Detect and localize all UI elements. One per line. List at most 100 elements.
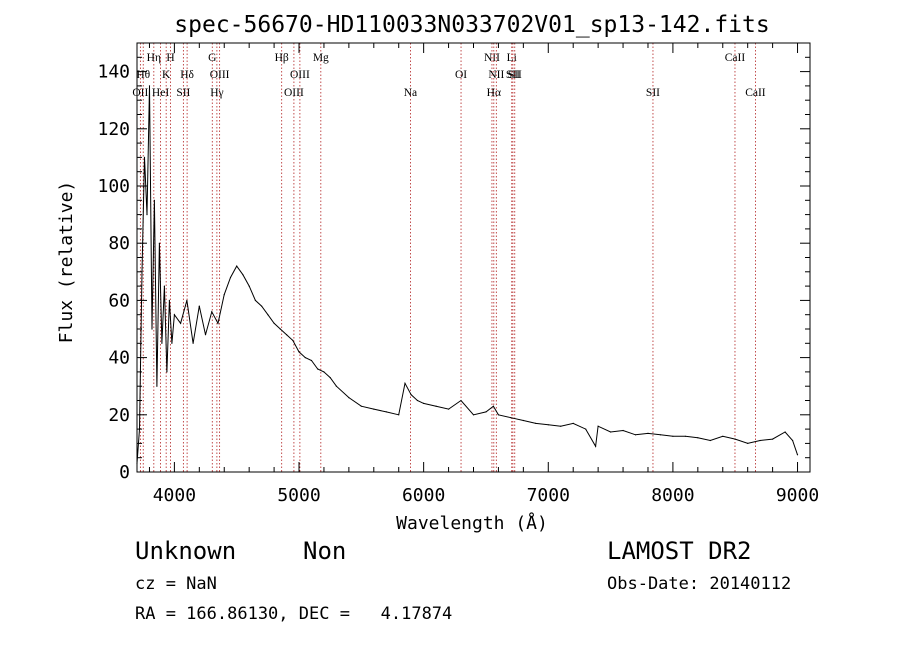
spectrum-point [335,385,337,387]
spectral-line-label: OIII [284,87,304,99]
y-tick-label: 80 [108,233,130,254]
spectrum-point [279,328,281,330]
spectrum-point [204,334,207,336]
spectrum-point [158,242,160,244]
spectrum-point [423,402,425,404]
spectrum-point [163,285,165,287]
spectrum-point [784,431,786,433]
spectrum-point [485,411,487,413]
y-tick-label: 40 [108,348,130,369]
object-class: Unknown [135,537,237,565]
spectrum-point [684,435,687,437]
spectral-line-label: Hδ [180,69,194,81]
spectral-line-label: NII [488,69,504,81]
spectral-line-label: Hη [147,52,161,64]
x-tick-label: 4000 [153,485,196,506]
spectrum-point [448,408,450,410]
spectrum-point [435,405,437,407]
spectrum-point [198,305,200,307]
spectral-line-label: SII [506,69,520,81]
spectrum-point [759,439,761,442]
spectrum-point [647,432,649,434]
x-tick-label: 9000 [776,485,819,506]
y-tick-label: 100 [97,176,130,197]
spectrum-point [492,405,494,407]
x-tick-label: 7000 [527,485,570,506]
y-tick-label: 140 [97,62,130,83]
spectrum-point [796,454,799,456]
x-axis-label: Wavelength (Å) [396,512,548,534]
spectrum-point [217,322,219,324]
spectrum-point [168,299,170,301]
spectral-line-label: Hβ [275,52,289,64]
spectrum-point [792,439,794,442]
spectrum-point [610,431,612,433]
spectrum-point [348,397,350,399]
spectrum-point [267,314,269,316]
spectrum-point [254,299,256,301]
spectrum-point [497,414,499,416]
spectral-line-label: Li [507,52,517,64]
spectrum-point [659,434,662,436]
spectral-line-label: SII [646,87,660,99]
spectral-line-markers: OIIHθHηHeIKHSIIHδGHγOIIIHβOIIIOIIIMgNaOI… [132,43,766,472]
spectrum-point [236,265,238,267]
spectrum-point [166,371,168,373]
spectral-line-label: OIII [290,69,310,81]
spectrum-point [192,342,194,344]
spectrum-point [156,385,158,387]
spectrum-point [229,276,232,279]
spectrum-point [404,382,406,384]
spectrum-point [261,305,263,307]
spectrum-point [734,438,736,440]
spectral-line-label: OII [132,87,148,99]
spectrum-point [360,405,362,407]
spectrum-point [180,322,182,324]
spectrum-point [634,434,637,436]
spectral-line-label: Mg [313,52,329,64]
spectrum-point [329,377,331,379]
spectrum-point [585,428,587,430]
spectral-line-label: CaII [745,87,766,99]
spectrum-point [273,322,275,324]
spectral-line-label: Na [404,87,417,99]
spectrum-point [148,85,151,87]
spectrum-point [153,199,155,201]
spectrum-point [151,328,153,330]
y-tick-label: 120 [97,119,130,140]
spectrum-point [560,425,562,427]
spectrum-point [747,442,749,444]
spectrum-point [416,399,418,402]
spectrum-point [709,439,711,442]
plot-frame [136,42,811,473]
spectrum-point [211,311,213,313]
spectrum-point [161,342,163,344]
spectrum-point [460,399,462,402]
spectral-line-label: Hα [487,87,501,99]
object-subclass: Non [303,537,347,565]
x-tick-label: 6000 [402,485,445,506]
spectrum-point [385,411,387,413]
spectrum-point [697,437,699,439]
spectrum-point [146,214,148,216]
spectrum-point [595,445,597,447]
spectrum-point [173,314,175,316]
spectrum-point [143,156,146,158]
spectrum-point [304,357,306,359]
spectrum-point [547,424,549,426]
axes: 4000 5000 6000 7000 8000 9000 0 20 40 60 80 100 120 1… [97,43,819,506]
spectral-line-label: SII [176,87,190,99]
spectral-line-label: SII [508,69,522,81]
spectrum-point [522,419,525,422]
spectrum-point [772,438,774,440]
spectral-line-label: K [162,69,171,81]
spectrum-point [398,414,400,416]
spectrum-point [410,394,412,396]
spectrum-point [248,285,250,287]
spectrum-point [323,371,325,373]
spectral-line-label: HeI [152,87,169,99]
spectrum-point [292,339,294,341]
spectrum-point [597,425,599,427]
y-tick-label: 60 [108,290,130,311]
